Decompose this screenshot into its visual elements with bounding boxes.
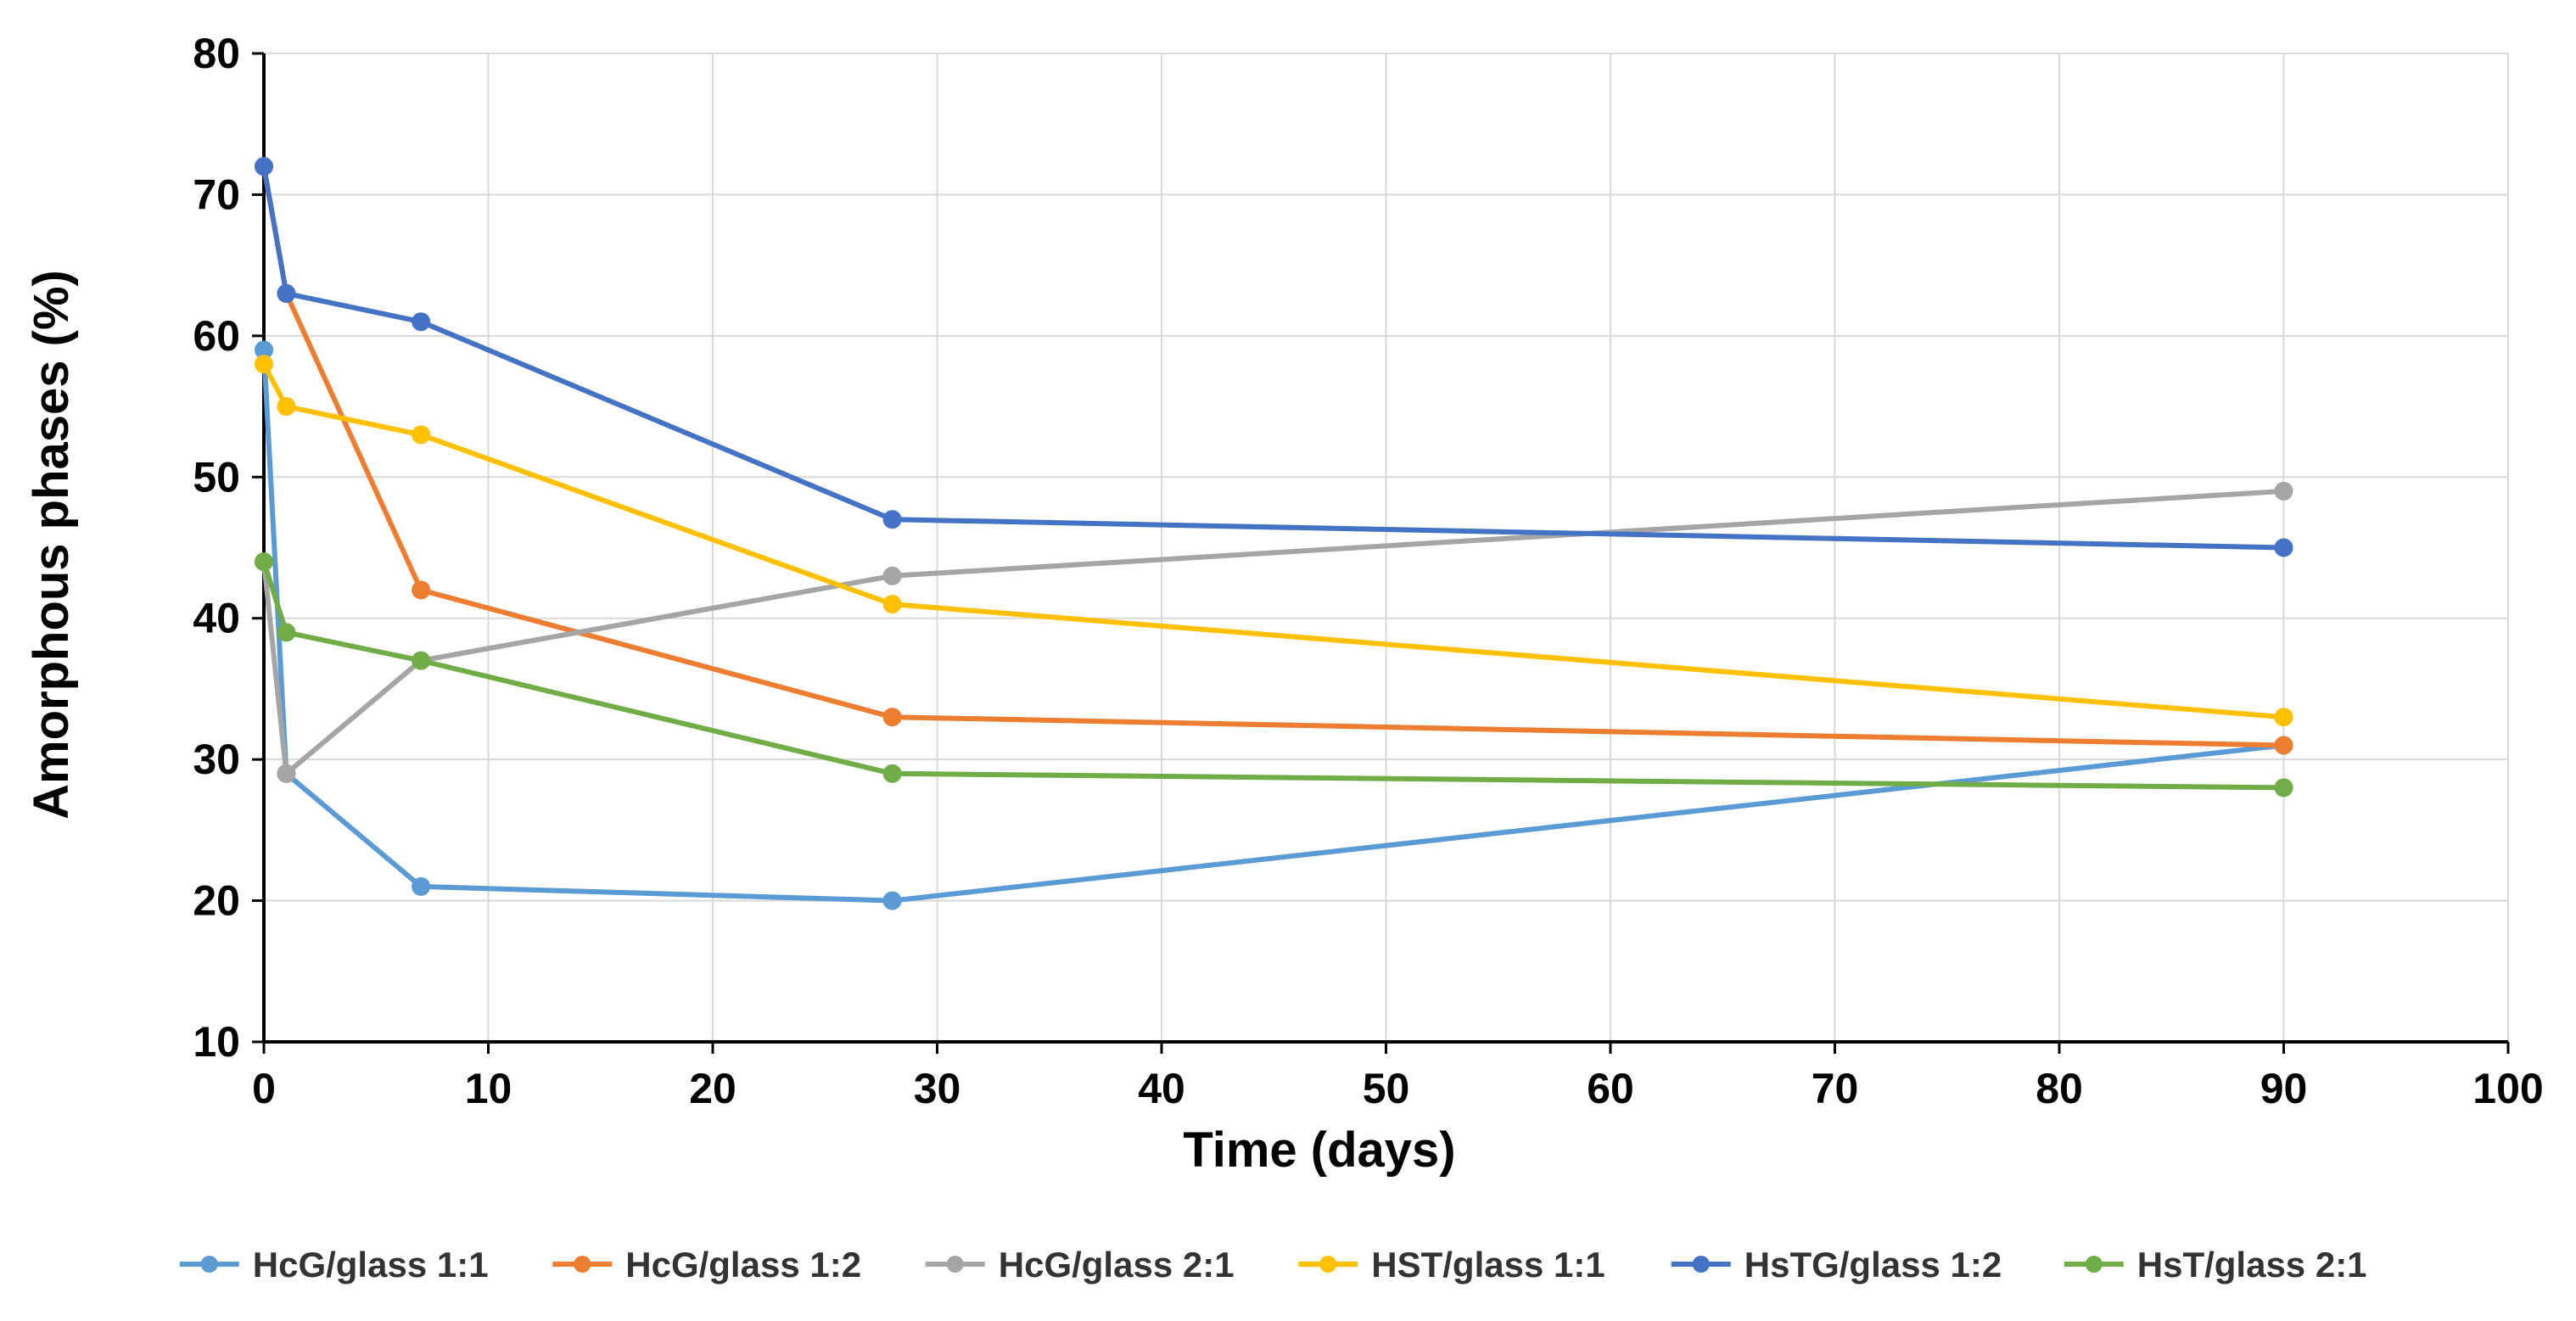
legend-label: HsTG/glass 1:2 <box>1744 1245 2002 1285</box>
series <box>255 157 2293 910</box>
data-point <box>2274 708 2293 727</box>
series-6 <box>255 552 2293 798</box>
series-line <box>261 165 2284 551</box>
data-point <box>882 764 902 783</box>
legend-swatch-marker <box>946 1256 964 1273</box>
data-point <box>277 764 296 783</box>
data-point <box>2274 778 2293 798</box>
y-tick-label: 60 <box>193 312 240 360</box>
x-axis-title: Time (days) <box>1183 1122 1455 1178</box>
series-line <box>261 488 2284 776</box>
data-point <box>255 340 273 360</box>
x-tick-label: 100 <box>2472 1065 2543 1112</box>
data-point <box>255 355 273 374</box>
legend-label: HcG/glass 1:2 <box>625 1245 861 1285</box>
data-point <box>2274 736 2293 755</box>
series-line <box>261 165 2284 748</box>
legend-swatch-marker <box>200 1256 218 1273</box>
y-tick-label: 30 <box>193 736 240 783</box>
legend: HcG/glass 1:1 HcG/glass 1:2 HcG/glass 2:1 H… <box>179 1245 2367 1285</box>
y-tick-label: 20 <box>193 877 240 925</box>
legend-item: HST/glass 1:1 <box>1298 1245 1605 1285</box>
legend-label: HcG/glass 1:1 <box>253 1245 489 1285</box>
x-tick-label: 50 <box>1363 1065 1410 1112</box>
legend-item: HcG/glass 2:1 <box>925 1245 1235 1285</box>
x-tick-label: 10 <box>465 1065 512 1112</box>
grid <box>264 53 2509 1042</box>
data-point <box>412 651 431 670</box>
series-4 <box>255 355 2293 727</box>
legend-item: HcG/glass 1:1 <box>179 1245 489 1285</box>
legend-label: HcG/glass 2:1 <box>999 1245 1235 1285</box>
x-tick-label: 30 <box>914 1065 961 1112</box>
y-tick-label: 10 <box>193 1018 240 1066</box>
data-point <box>412 580 431 600</box>
data-point <box>2274 481 2293 501</box>
y-tick-label: 40 <box>193 595 240 642</box>
series-line <box>261 561 2284 791</box>
data-point <box>882 566 902 585</box>
x-tick-label: 80 <box>2036 1065 2083 1112</box>
y-tick-label: 50 <box>193 453 240 501</box>
data-point <box>277 283 296 303</box>
data-point <box>882 595 902 614</box>
data-point <box>277 623 296 642</box>
x-tick-label: 70 <box>1812 1065 1859 1112</box>
data-point <box>255 157 273 176</box>
axes: 10 20 30 40 50 60 70 80 0 10 20 30 40 50 60 70 80 90 100 <box>193 30 2543 1112</box>
legend-item: HsT/glass 2:1 <box>2064 1245 2367 1285</box>
legend-swatch-marker <box>2085 1256 2103 1273</box>
data-point <box>412 876 431 896</box>
data-point <box>2274 538 2293 557</box>
legend-swatch-marker <box>1692 1256 1710 1273</box>
legend-item: HsTG/glass 1:2 <box>1671 1245 2002 1285</box>
x-tick-label: 40 <box>1138 1065 1185 1112</box>
x-tick-label: 0 <box>252 1065 276 1112</box>
legend-swatch-marker <box>1319 1256 1337 1273</box>
legend-item: HcG/glass 1:2 <box>552 1245 861 1285</box>
x-tick-label: 60 <box>1587 1065 1634 1112</box>
data-point <box>277 397 296 417</box>
legend-label: HST/glass 1:1 <box>1371 1245 1604 1285</box>
data-point <box>882 708 902 727</box>
data-point <box>882 510 902 529</box>
series-line <box>261 350 2284 904</box>
data-point <box>412 425 431 445</box>
x-tick-label: 90 <box>2260 1065 2308 1112</box>
y-tick-label: 80 <box>193 30 240 77</box>
series-2 <box>255 157 2293 755</box>
y-tick-label: 70 <box>193 171 240 218</box>
x-tick-label: 20 <box>689 1065 736 1112</box>
legend-label: HsT/glass 2:1 <box>2137 1245 2367 1285</box>
data-point <box>255 552 273 572</box>
series-5 <box>255 157 2293 557</box>
y-axis-title: Amorphous phases (%) <box>24 270 79 820</box>
data-point <box>882 891 902 910</box>
data-point <box>412 312 431 332</box>
legend-swatch-marker <box>574 1256 591 1273</box>
